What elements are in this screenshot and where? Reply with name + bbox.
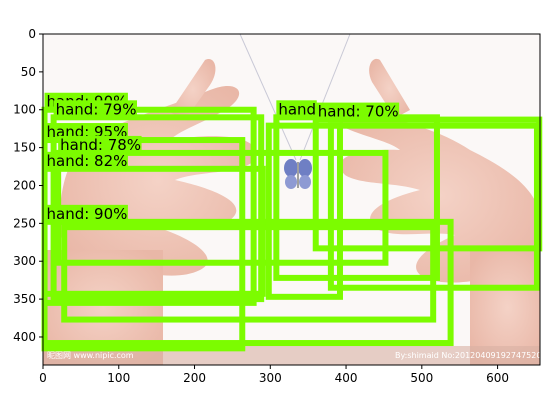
- watermark-right: By:shimaid No:20120409192747520: [395, 351, 541, 360]
- butterfly-pendant: [284, 159, 312, 189]
- y-tick-label: 400: [13, 330, 36, 344]
- detection-label: hand: 78%: [60, 136, 141, 154]
- detection-box: [61, 224, 437, 323]
- detection-label-bg: [58, 135, 142, 154]
- detection-label-bg: [276, 100, 317, 119]
- detection-label: hand: 82%: [47, 152, 128, 170]
- y-tick-label: 200: [13, 178, 36, 192]
- detection-label: hand: [278, 100, 316, 118]
- detection-label-bg: [44, 151, 128, 170]
- y-tick-label: 100: [13, 103, 36, 117]
- y-tick-label: 150: [13, 141, 36, 155]
- y-tick-label: 250: [13, 216, 36, 230]
- watermark-left: 昵图网 www.nipic.com: [47, 351, 134, 360]
- detection-label-bg: [53, 100, 138, 119]
- x-tick-label: 400: [335, 371, 358, 385]
- x-tick-label: 0: [39, 371, 47, 385]
- detection-box: [265, 122, 343, 300]
- axes-frame: [42, 33, 541, 366]
- x-tick-label: 200: [183, 371, 206, 385]
- detection-label-bg: [44, 204, 128, 223]
- x-tick-label: 600: [486, 371, 509, 385]
- detection-label: hand: 70%: [318, 103, 399, 121]
- y-tick-label: 50: [21, 65, 36, 79]
- x-tick-label: 100: [107, 371, 130, 385]
- detection-label: hand: 90%: [47, 205, 128, 223]
- detection-label-bg: [315, 102, 400, 121]
- y-tick-label: 350: [13, 292, 36, 306]
- y-axis: 0 50 100 150 200 250 300 350 400: [13, 27, 43, 344]
- detection-boxes: hand: 90%hand: 79%hand: 95%hand: 78%hand…: [41, 92, 543, 352]
- detection-label: hand: 79%: [56, 100, 137, 118]
- y-tick-label: 0: [28, 27, 36, 41]
- detection-box: [41, 218, 454, 347]
- x-axis: 0 100 200 300 400 500 600: [39, 365, 509, 385]
- detection-box: [327, 122, 540, 291]
- x-tick-label: 500: [410, 371, 433, 385]
- photo-background: 昵图网 www.nipic.com By:shimaid No:20120409…: [43, 34, 541, 365]
- x-tick-label: 300: [259, 371, 282, 385]
- y-tick-label: 300: [13, 254, 36, 268]
